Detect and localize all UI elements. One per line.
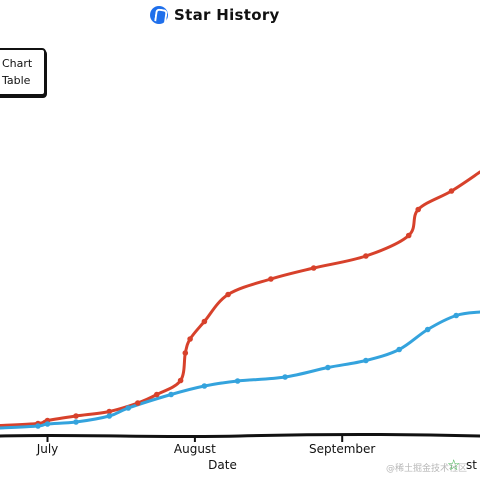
x-axis-line	[0, 433, 480, 439]
series-1-point[interactable]	[177, 377, 184, 384]
x-tick-label-3: September	[309, 442, 375, 456]
series-1-point[interactable]	[363, 253, 369, 259]
star-icon: ☆	[447, 456, 461, 474]
series-2-point[interactable]	[424, 326, 431, 333]
series-points	[35, 188, 460, 429]
series-1-point[interactable]	[135, 400, 141, 406]
series-lines	[0, 170, 480, 430]
x-axis-label: Date	[208, 458, 237, 472]
series-2-point[interactable]	[234, 378, 241, 384]
star-history-logo-icon	[150, 6, 168, 24]
series-1-point[interactable]	[201, 318, 208, 325]
series-1-point[interactable]	[182, 350, 189, 356]
series-2-point[interactable]	[325, 364, 331, 371]
series-1-point[interactable]	[448, 188, 455, 194]
view-toggle-box: Chart Table	[0, 48, 46, 96]
view-table-option[interactable]: Table	[2, 74, 31, 87]
series-2-point[interactable]	[35, 423, 41, 429]
x-axis-ticks: July August September	[36, 436, 375, 456]
series-1-point[interactable]	[405, 232, 412, 239]
series-1-line	[0, 170, 480, 427]
watermark-text: @稀土掘金技术社区	[386, 464, 468, 474]
series-2-point[interactable]	[453, 312, 460, 319]
series-2-point[interactable]	[106, 413, 113, 419]
series-1-point[interactable]	[268, 276, 274, 282]
chart-header: Star History	[150, 4, 280, 26]
series-2-point[interactable]	[44, 421, 51, 427]
series-2-line	[0, 310, 480, 430]
series-1-point[interactable]	[73, 413, 79, 419]
series-1-point[interactable]	[415, 206, 422, 213]
series-1-point[interactable]	[187, 336, 193, 342]
series-2-point[interactable]	[396, 346, 403, 353]
series-1-point[interactable]	[106, 408, 113, 415]
series-2-point[interactable]	[73, 419, 79, 425]
x-tick-label-1: July	[36, 442, 59, 456]
series-1-point[interactable]	[225, 291, 231, 298]
series-2-point[interactable]	[125, 405, 132, 411]
series-2-point[interactable]	[282, 374, 288, 380]
view-chart-option[interactable]: Chart	[2, 57, 33, 70]
chart-title: Star History	[174, 6, 280, 24]
series-2-point[interactable]	[363, 357, 369, 364]
brand-text: st	[466, 458, 477, 472]
series-2-point[interactable]	[201, 383, 208, 389]
series-2-point[interactable]	[168, 391, 174, 398]
series-1-point[interactable]	[310, 265, 317, 271]
x-tick-label-2: August	[174, 442, 216, 456]
series-1-point[interactable]	[154, 391, 160, 398]
